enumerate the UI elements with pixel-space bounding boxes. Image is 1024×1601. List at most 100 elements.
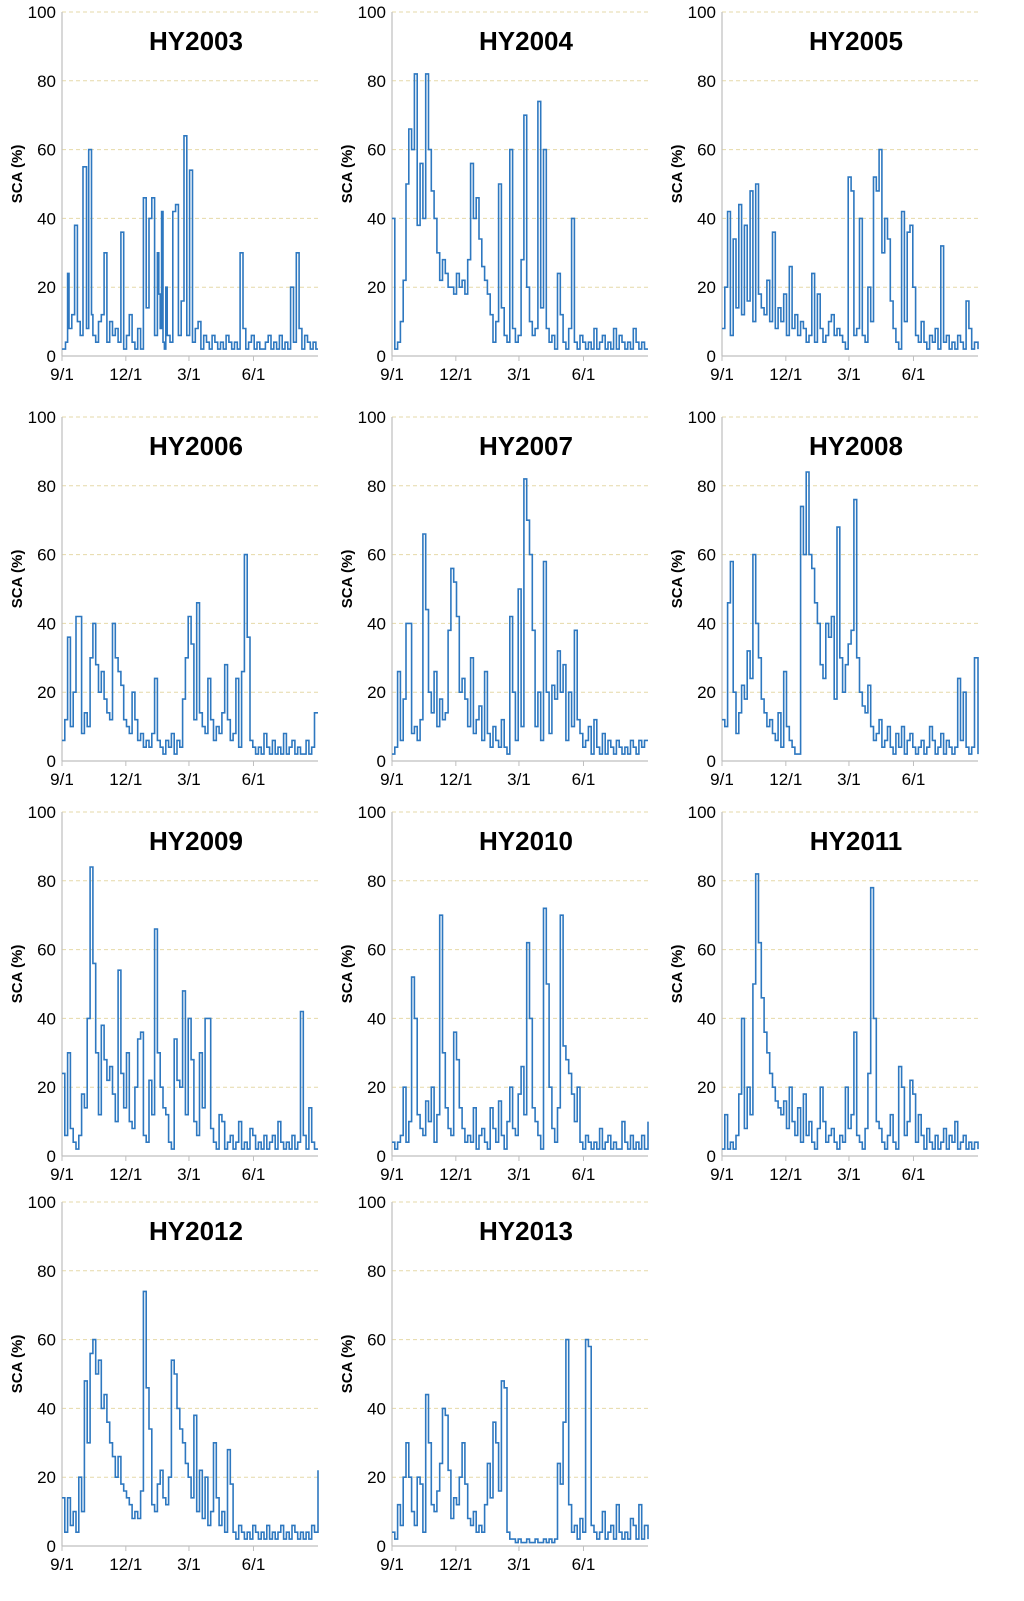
- data-point: [554, 348, 556, 350]
- data-point: [775, 740, 777, 742]
- data-point: [878, 719, 880, 721]
- data-point: [599, 753, 601, 755]
- data-point: [157, 1483, 159, 1485]
- data-point: [193, 1121, 195, 1123]
- x-tick-label: 12/1: [439, 365, 472, 384]
- data-point: [481, 1531, 483, 1533]
- y-tick-label: 20: [367, 1468, 386, 1487]
- data-point: [126, 335, 128, 337]
- data-point: [478, 1135, 480, 1137]
- data-point: [758, 942, 760, 944]
- data-point: [934, 753, 936, 755]
- data-point: [70, 1128, 72, 1130]
- data-point: [621, 1121, 623, 1123]
- data-point: [109, 1442, 111, 1444]
- data-point: [195, 328, 197, 330]
- data-point: [140, 1490, 142, 1492]
- y-tick-label: 40: [367, 614, 386, 633]
- data-point: [143, 1135, 145, 1137]
- data-point: [91, 314, 93, 316]
- data-point: [439, 698, 441, 700]
- data-point: [859, 218, 861, 220]
- data-point: [946, 1148, 948, 1150]
- y-tick-label: 80: [697, 872, 716, 891]
- data-point: [761, 997, 763, 999]
- data-point: [218, 1525, 220, 1527]
- data-point: [157, 1052, 159, 1054]
- data-point: [746, 300, 748, 302]
- y-tick-label: 0: [377, 1537, 386, 1556]
- data-point: [137, 740, 139, 742]
- data-point: [112, 335, 114, 337]
- data-point: [402, 1476, 404, 1478]
- y-tick-label: 100: [28, 408, 56, 427]
- data-point: [137, 328, 139, 330]
- y-tick-label: 80: [37, 872, 56, 891]
- data-point: [168, 746, 170, 748]
- data-point: [735, 1135, 737, 1137]
- data-point: [288, 746, 290, 748]
- data-point: [303, 1135, 305, 1137]
- data-point: [249, 1128, 251, 1130]
- y-tick-label: 100: [358, 803, 386, 822]
- data-point: [129, 733, 131, 735]
- data-point: [270, 348, 272, 350]
- data-point: [968, 1141, 970, 1143]
- data-point: [783, 671, 785, 673]
- data-point: [394, 1148, 396, 1150]
- data-point: [965, 300, 967, 302]
- data-point: [602, 335, 604, 337]
- data-point: [789, 266, 791, 268]
- data-point: [786, 1128, 788, 1130]
- data-point: [847, 176, 849, 178]
- data-point: [492, 726, 494, 728]
- chart-svg: 0 20 40 60 80 100 9/1 12/1 3/1 6/1 SCA (%) HY2009: [9, 803, 319, 1184]
- data-point: [957, 678, 959, 680]
- data-point: [235, 1141, 237, 1143]
- data-point: [185, 1463, 187, 1465]
- data-point: [414, 1525, 416, 1527]
- data-point: [780, 321, 782, 323]
- data-point: [512, 1538, 514, 1540]
- data-point: [89, 1353, 91, 1355]
- data-point: [744, 1128, 746, 1130]
- data-point: [727, 211, 729, 213]
- data-point: [517, 1538, 519, 1540]
- data-point: [187, 616, 189, 618]
- data-point: [557, 650, 559, 652]
- data-point: [638, 740, 640, 742]
- y-tick-label: 100: [358, 3, 386, 22]
- chart-panel-hy2005: 0 20 40 60 80 100 9/1 12/1 3/1 6/1 SCA (%) HY2005: [660, 0, 990, 400]
- data-point: [495, 740, 497, 742]
- data-point: [557, 1107, 559, 1109]
- data-point: [948, 746, 950, 748]
- data-point: [977, 753, 979, 755]
- data-point: [543, 561, 545, 563]
- data-point: [433, 1511, 435, 1513]
- data-point: [943, 341, 945, 343]
- x-tick-label: 3/1: [837, 1165, 861, 1184]
- data-point: [161, 211, 163, 213]
- data-point: [279, 335, 281, 337]
- data-point: [172, 211, 174, 213]
- y-tick-label: 0: [47, 752, 56, 771]
- data-point: [607, 740, 609, 742]
- data-point: [562, 664, 564, 666]
- data-point: [526, 942, 528, 944]
- data-point: [470, 1525, 472, 1527]
- data-point: [317, 1148, 319, 1150]
- data-point: [92, 963, 94, 965]
- data-point: [590, 348, 592, 350]
- data-point: [158, 293, 160, 295]
- data-point: [405, 183, 407, 185]
- data-point: [103, 698, 105, 700]
- x-tick-label: 6/1: [572, 1555, 596, 1574]
- data-point: [489, 746, 491, 748]
- y-tick-label: 40: [37, 614, 56, 633]
- x-tick-label: 6/1: [242, 1555, 266, 1574]
- data-point: [540, 740, 542, 742]
- y-tick-label: 20: [697, 278, 716, 297]
- data-point: [647, 1538, 649, 1540]
- data-point: [294, 1148, 296, 1150]
- data-point: [839, 335, 841, 337]
